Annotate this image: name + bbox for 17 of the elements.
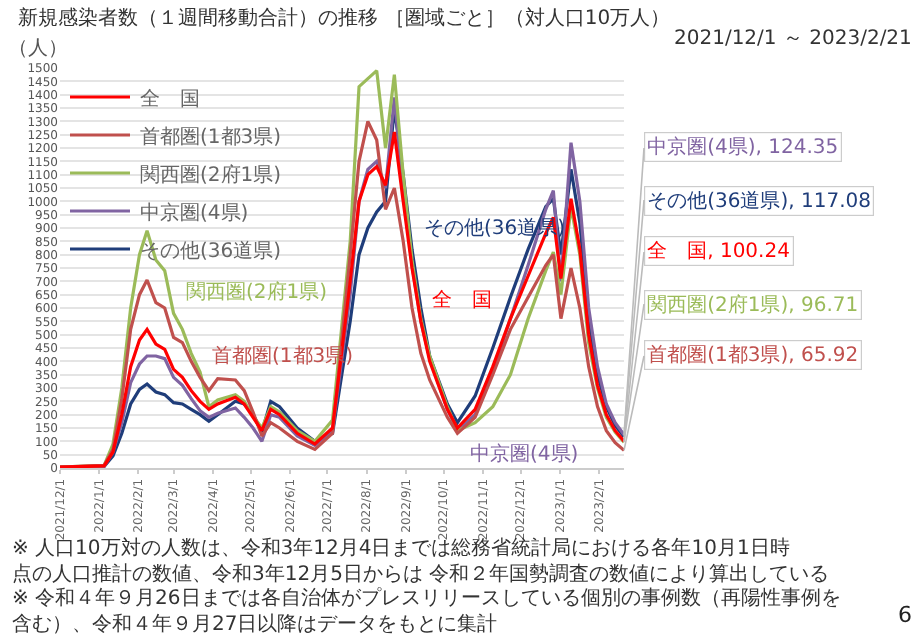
legend-label: 首都圏(1都3県) bbox=[140, 124, 282, 149]
text: ※ 令和４年９月26日までは各自治体がプレスリリースしている個別の事例数（再陽性事例を含む）、令和４年９月27日以降はデータをもとに集計 bbox=[12, 586, 841, 636]
annotation: その他(36道県), 117.08 bbox=[647, 189, 871, 214]
annotation: 中京圏(4県), 124.35 bbox=[647, 135, 839, 160]
y-axis-title: （人） bbox=[8, 38, 68, 60]
legend-label: 全 国 bbox=[140, 86, 200, 111]
annotation: 首都圏(1都3県), 65.92 bbox=[647, 343, 859, 368]
legend-label: 中京圏(4県) bbox=[140, 200, 249, 225]
annotation: 全 国 bbox=[432, 288, 492, 312]
text: 2021/12/1 ～ 2023/2/21 bbox=[674, 28, 912, 50]
annotation: 関西圏(2府1県), 96.71 bbox=[647, 293, 859, 318]
chart-title: 新規感染者数（１週間移動合計）の推移 ［圏域ごと］（対人口10万人） bbox=[18, 5, 671, 30]
annotation: 関西圏(2府1県) bbox=[186, 280, 328, 304]
annotation: 中京圏(4県) bbox=[470, 442, 579, 466]
text: 6 bbox=[898, 602, 912, 628]
legend-label: 関西圏(2府1県) bbox=[140, 162, 282, 187]
annotation: 全 国, 100.24 bbox=[647, 239, 790, 264]
